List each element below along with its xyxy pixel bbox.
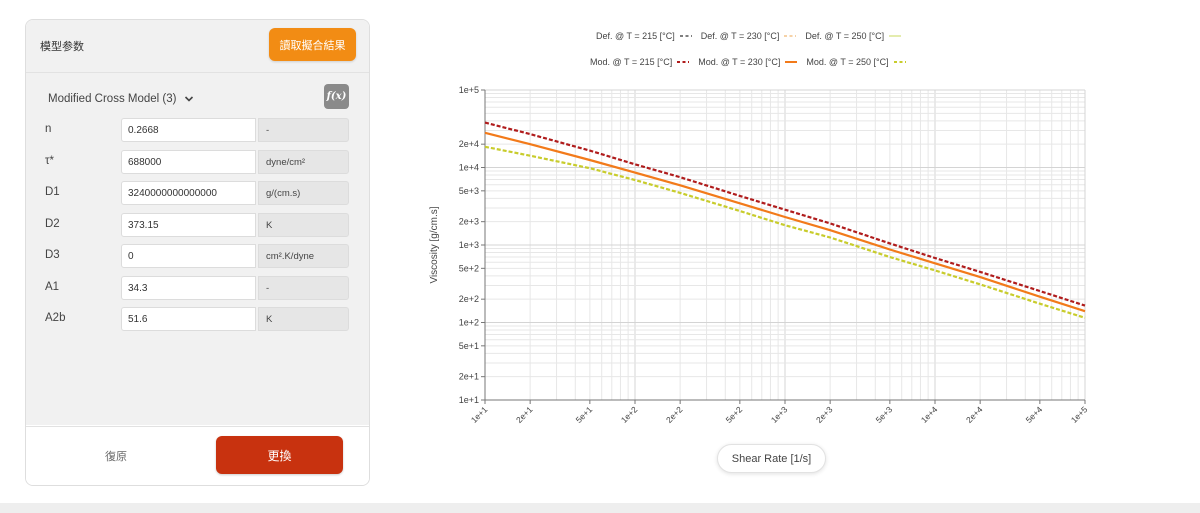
load-fit-result-button[interactable]: 讀取擬合結果 <box>269 28 356 61</box>
y-axis-title: Viscosity [g/cm.s] <box>429 206 440 283</box>
param-unit: cm².K/dyne <box>258 244 349 268</box>
shear-rate-button[interactable]: Shear Rate [1/s] <box>717 444 826 473</box>
param-name: τ* <box>45 155 55 167</box>
param-row-a1: A1 - <box>26 276 369 300</box>
legend-swatch <box>679 35 692 37</box>
x-tick-label: 1e+4 <box>919 404 940 425</box>
panel-body: Modified Cross Model (3) f(x) n - τ* dyn… <box>26 73 369 425</box>
panel-header: 模型参数 讀取擬合結果 <box>26 20 369 73</box>
param-input-tau[interactable] <box>121 150 256 174</box>
model-parameter-panel: 模型参数 讀取擬合結果 Modified Cross Model (3) f(x… <box>25 19 370 486</box>
param-input-d3[interactable] <box>121 244 256 268</box>
param-name: D2 <box>45 218 60 230</box>
x-tick-label: 5e+2 <box>724 404 745 425</box>
legend-swatch <box>784 35 797 37</box>
param-row-a2b: A2b K <box>26 307 369 331</box>
y-tick-label: 1e+1 <box>459 395 479 405</box>
x-tick-label: 1e+5 <box>1069 404 1090 425</box>
series-line <box>484 131 1086 313</box>
x-tick-label: 2e+2 <box>664 404 685 425</box>
y-tick-label: 2e+1 <box>459 372 479 382</box>
legend-swatch <box>785 61 798 63</box>
page-bottom-strip <box>0 503 1200 513</box>
legend-item[interactable]: Mod. @ T = 250 [°C] <box>806 57 906 67</box>
y-tick-label: 1e+4 <box>459 163 479 173</box>
param-row-d1: D1 g/(cm.s) <box>26 181 369 205</box>
param-row-d2: D2 K <box>26 213 369 237</box>
y-tick-label: 5e+3 <box>459 186 479 196</box>
x-tick-label: 1e+3 <box>769 404 790 425</box>
legend-swatch <box>677 61 690 63</box>
model-select[interactable]: Modified Cross Model (3) <box>48 89 194 109</box>
y-tick-label: 2e+3 <box>459 217 479 227</box>
param-unit: - <box>258 118 349 142</box>
param-name: n <box>45 123 52 135</box>
legend-item[interactable]: Mod. @ T = 230 [°C] <box>698 57 798 67</box>
legend-label: Def. @ T = 250 [°C] <box>805 31 885 41</box>
legend-label: Def. @ T = 215 [°C] <box>596 31 675 41</box>
legend-label: Mod. @ T = 215 [°C] <box>590 57 673 67</box>
param-name: D3 <box>45 249 60 261</box>
legend-label: Mod. @ T = 230 [°C] <box>698 57 781 67</box>
param-row-tau: τ* dyne/cm² <box>26 150 369 174</box>
y-tick-label: 1e+3 <box>459 240 479 250</box>
chevron-down-icon <box>185 96 194 102</box>
param-unit: K <box>258 307 349 331</box>
legend-item[interactable]: Def. @ T = 215 [°C] <box>596 31 692 41</box>
param-unit: g/(cm.s) <box>258 181 349 205</box>
y-tick-label: 2e+4 <box>459 139 479 149</box>
param-row-n: n - <box>26 118 369 142</box>
legend-label: Def. @ T = 230 [°C] <box>700 31 780 41</box>
param-input-n[interactable] <box>121 118 256 142</box>
y-tick-label: 2e+2 <box>459 294 479 304</box>
legend-swatch <box>893 61 906 63</box>
y-tick-label: 1e+2 <box>459 318 479 328</box>
formula-button[interactable]: f(x) <box>324 84 349 109</box>
model-select-label: Modified Cross Model (3) <box>48 93 177 105</box>
param-input-a2b[interactable] <box>121 307 256 331</box>
param-name: D1 <box>45 186 60 198</box>
x-tick-label: 2e+3 <box>814 404 835 425</box>
y-tick-label: 1e+5 <box>459 85 479 95</box>
param-unit: K <box>258 213 349 237</box>
x-tick-label: 5e+4 <box>1024 404 1045 425</box>
chart-legend-modified: Mod. @ T = 215 [°C] Mod. @ T = 230 [°C] … <box>590 57 915 67</box>
param-unit: dyne/cm² <box>258 150 349 174</box>
legend-swatch <box>889 35 902 37</box>
panel-footer: 復原 更換 <box>26 426 369 485</box>
param-input-d1[interactable] <box>121 181 256 205</box>
chart-legend-default: Def. @ T = 215 [°C] Def. @ T = 230 [°C] … <box>596 31 910 41</box>
legend-item[interactable]: Def. @ T = 230 [°C] <box>701 31 797 41</box>
legend-item[interactable]: Mod. @ T = 215 [°C] <box>590 57 690 67</box>
panel-title: 模型参数 <box>40 41 84 53</box>
y-tick-label: 5e+2 <box>459 263 479 273</box>
series-line <box>484 121 1086 307</box>
x-tick-label: 1e+1 <box>469 404 490 425</box>
x-tick-label: 5e+3 <box>874 404 895 425</box>
legend-item[interactable]: Def. @ T = 250 [°C] <box>805 31 902 41</box>
y-tick-label: 5e+1 <box>459 341 479 351</box>
param-input-d2[interactable] <box>121 213 256 237</box>
x-tick-label: 2e+1 <box>514 404 535 425</box>
x-tick-label: 1e+2 <box>619 404 640 425</box>
x-tick-label: 2e+4 <box>964 404 985 425</box>
param-row-d3: D3 cm².K/dyne <box>26 244 369 268</box>
param-unit: - <box>258 276 349 300</box>
legend-label: Mod. @ T = 250 [°C] <box>806 57 889 67</box>
x-tick-label: 5e+1 <box>574 404 595 425</box>
param-input-a1[interactable] <box>121 276 256 300</box>
param-name: A1 <box>45 281 60 293</box>
reset-button[interactable]: 復原 <box>71 445 161 467</box>
param-name: A2b <box>45 312 66 324</box>
apply-button[interactable]: 更換 <box>216 436 343 474</box>
